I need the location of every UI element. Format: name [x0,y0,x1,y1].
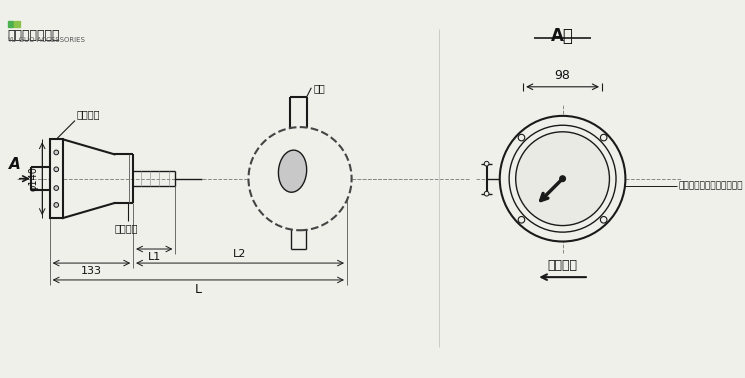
Text: φ140: φ140 [28,166,39,191]
Text: 动板起始位置（无流量时）: 动板起始位置（无流量时） [679,182,744,191]
Text: 王国变压器配件: 王国变压器配件 [7,29,60,42]
Text: 安装法兰: 安装法兰 [77,109,101,119]
Circle shape [519,134,524,141]
Circle shape [54,186,59,191]
Text: 接管: 接管 [313,83,325,93]
Text: 133: 133 [81,266,102,276]
Circle shape [519,217,524,223]
Text: L1: L1 [148,252,161,262]
Circle shape [249,127,352,230]
Circle shape [54,203,59,207]
Text: YU GUO ACCESSORIES: YU GUO ACCESSORIES [7,37,86,43]
Circle shape [484,161,489,166]
Text: L: L [194,283,202,296]
Text: A向: A向 [551,27,574,45]
Text: L2: L2 [233,249,247,259]
Circle shape [600,134,607,141]
Ellipse shape [279,150,307,192]
Circle shape [54,150,59,155]
Circle shape [509,125,616,232]
Text: 98: 98 [554,69,571,82]
Circle shape [54,167,59,172]
Bar [14,21,19,27]
Bar [7,21,13,27]
Circle shape [484,191,489,196]
Circle shape [559,176,565,181]
Text: A: A [10,157,21,172]
Circle shape [500,116,625,242]
Text: 油流方向: 油流方向 [548,259,577,273]
Bar [50,139,63,218]
Circle shape [516,132,609,226]
Circle shape [600,217,607,223]
Text: 密封坡圈: 密封坡圈 [115,223,139,233]
